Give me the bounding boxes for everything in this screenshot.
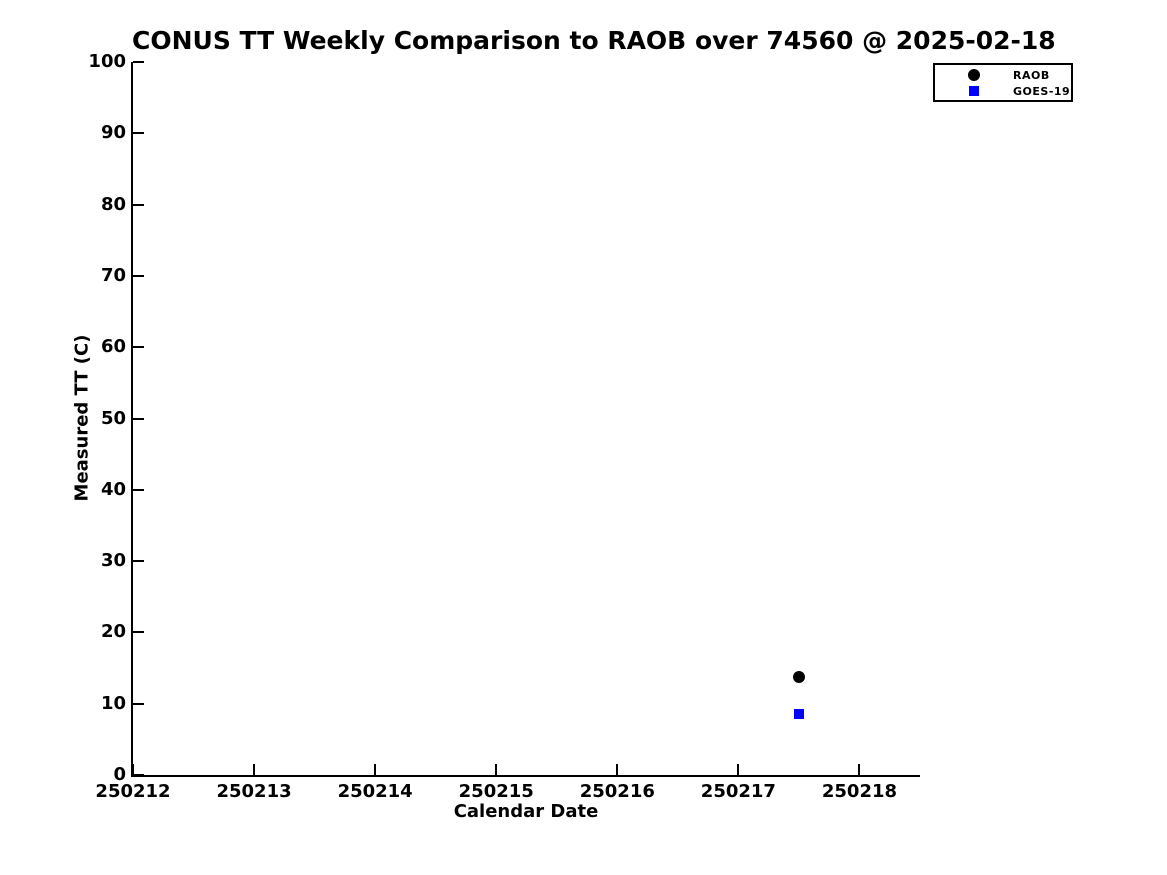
y-tick-label: 40 — [100, 478, 126, 500]
x-axis-label: Calendar Date — [453, 801, 599, 822]
x-tick-label: 250212 — [95, 781, 171, 802]
y-tick-mark — [133, 417, 144, 420]
y-tick-mark — [133, 560, 144, 563]
goes-19-marker-shape — [969, 86, 979, 96]
y-tick-label: 80 — [100, 193, 126, 215]
legend-label: GOES-19 — [1013, 84, 1071, 98]
y-tick-mark — [133, 346, 144, 349]
y-tick-label: 70 — [100, 264, 126, 286]
y-tick-mark — [133, 488, 144, 491]
y-tick-mark — [133, 702, 144, 705]
x-tick-label: 250214 — [337, 781, 413, 802]
x-tick-mark — [132, 764, 134, 775]
x-tick-label: 250215 — [458, 781, 534, 802]
y-tick-mark — [133, 274, 144, 277]
y-tick-label: 50 — [100, 407, 126, 429]
x-tick-label: 250213 — [216, 781, 292, 802]
y-tick-mark — [133, 132, 144, 135]
y-tick-label: 100 — [88, 51, 126, 72]
y-tick-mark — [133, 631, 144, 634]
y-tick-label: 30 — [100, 550, 126, 572]
legend-item-goes-19: GOES-19 — [935, 83, 1071, 99]
x-tick-label: 250218 — [821, 781, 898, 802]
x-tick-mark — [858, 764, 861, 775]
data-point-goes-19 — [793, 709, 804, 720]
x-tick-mark — [737, 764, 740, 775]
y-tick-mark — [133, 774, 144, 776]
x-tick-mark — [253, 764, 256, 775]
chart-title: CONUS TT Weekly Comparison to RAOB over … — [132, 26, 1056, 55]
legend: RAOB GOES-19 — [933, 63, 1073, 102]
goes-19-marker-icon — [968, 85, 980, 97]
legend-item-raob: RAOB — [935, 67, 1071, 83]
x-tick-mark — [616, 764, 619, 775]
data-point-raob — [792, 671, 805, 684]
x-tick-label: 250216 — [579, 781, 655, 802]
y-tick-label: 0 — [113, 764, 126, 785]
x-tick-mark — [374, 764, 377, 775]
y-tick-mark — [133, 61, 144, 63]
y-tick-label: 90 — [100, 122, 126, 144]
plot-area — [131, 61, 920, 777]
y-tick-label: 60 — [100, 336, 126, 358]
raob-marker-shape — [968, 69, 980, 81]
raob-marker-icon — [968, 69, 980, 81]
y-tick-label: 10 — [100, 692, 126, 714]
x-tick-label: 250217 — [700, 781, 776, 802]
y-tick-mark — [133, 203, 144, 206]
x-tick-mark — [495, 764, 498, 775]
y-tick-label: 20 — [100, 621, 126, 643]
legend-label: RAOB — [1013, 68, 1050, 82]
